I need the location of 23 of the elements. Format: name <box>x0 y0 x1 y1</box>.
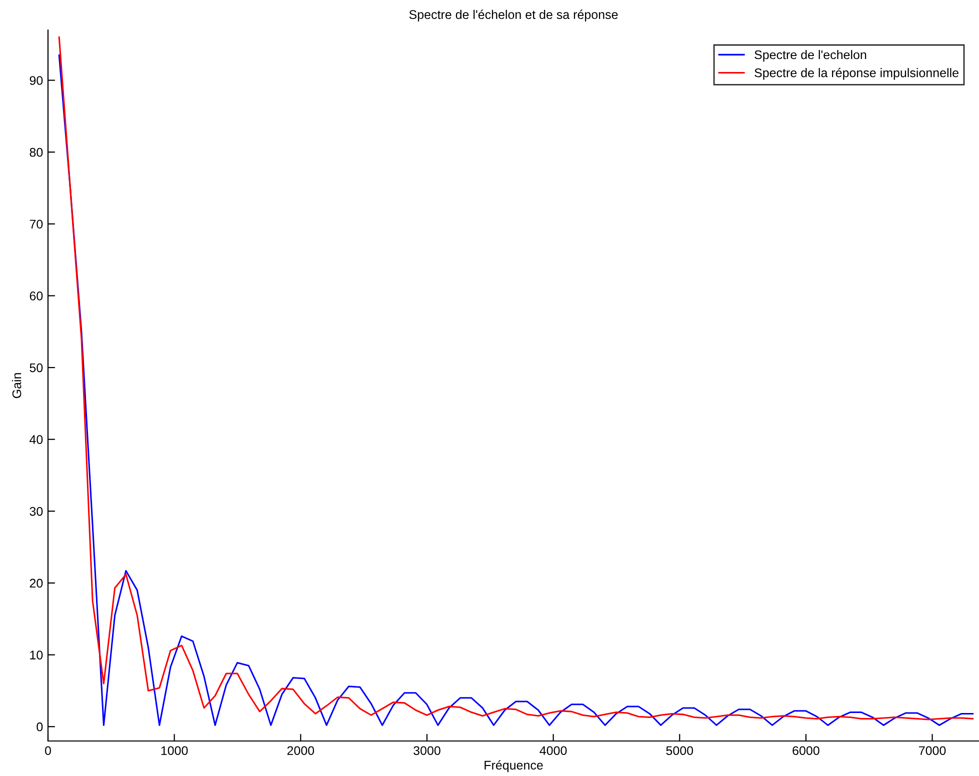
x-tick-label: 0 <box>45 746 51 756</box>
y-tick-label: 60 <box>30 292 43 300</box>
y-tick-label: 10 <box>30 650 43 660</box>
y-tick-label: 90 <box>30 76 43 85</box>
y-tick-label: 50 <box>30 363 43 372</box>
y-tick-label: 0 <box>36 722 43 732</box>
chart-title: Spectre de l'échelon et de sa réponse <box>409 10 618 22</box>
x-tick-label: 7000 <box>919 746 946 756</box>
legend-label: Spectre de l'echelon <box>754 50 866 62</box>
y-tick-label: 40 <box>30 435 43 444</box>
x-tick-label: 4000 <box>540 746 567 756</box>
x-tick-label: 2000 <box>287 746 314 756</box>
x-tick-label: 5000 <box>666 746 694 756</box>
y-tick-label: 20 <box>30 578 43 588</box>
x-tick-label: 6000 <box>792 746 820 756</box>
y-tick-label: 30 <box>30 506 43 516</box>
x-axis-title: Fréquence <box>484 760 543 772</box>
x-tick-label: 3000 <box>414 746 440 756</box>
y-axis-title: Gain <box>12 373 22 398</box>
x-tick-label: 1000 <box>161 746 188 756</box>
y-tick-label: 70 <box>30 220 43 229</box>
legend-label: Spectre de la réponse impulsionnelle <box>754 68 958 80</box>
y-tick-label: 80 <box>30 148 43 157</box>
